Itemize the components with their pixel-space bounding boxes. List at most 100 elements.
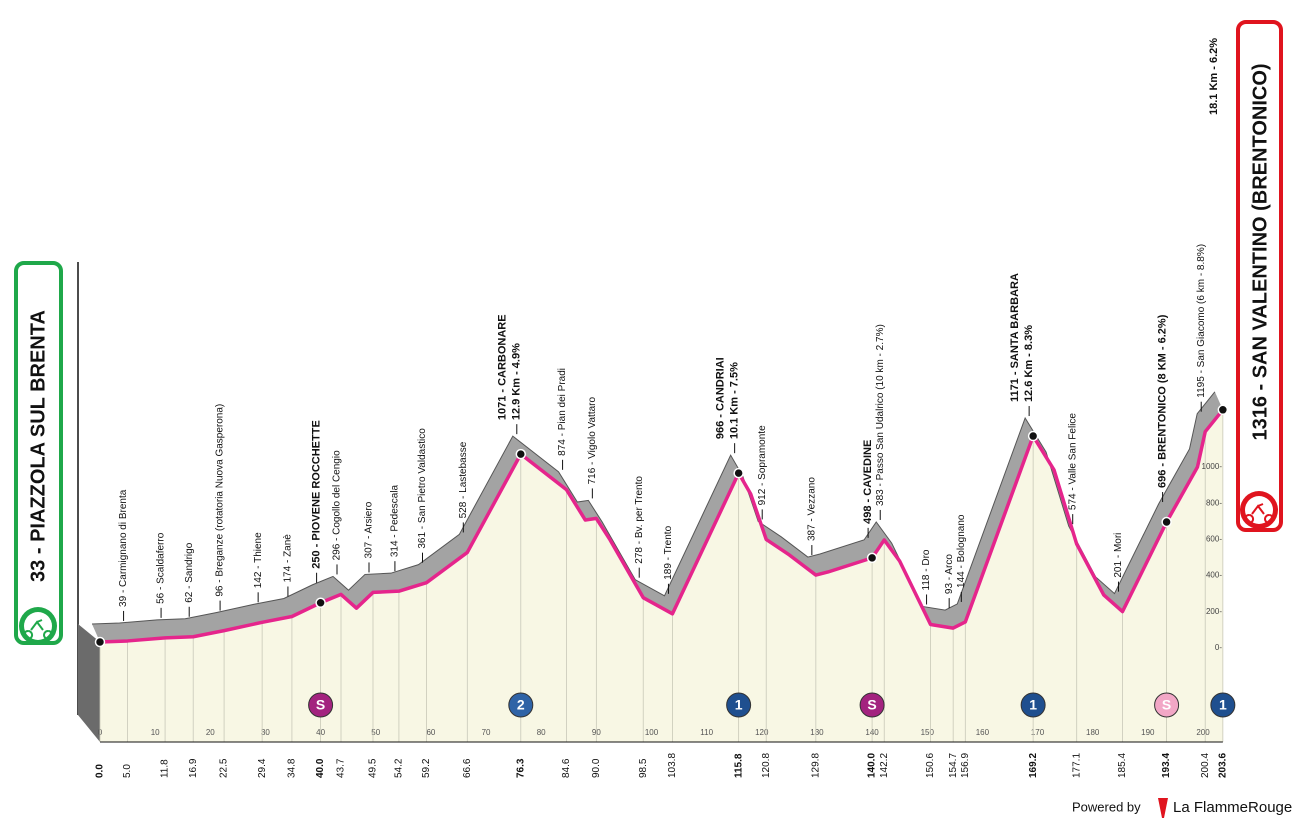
start-name: 33 - PIAZZOLA SUL BRENTA <box>27 310 49 582</box>
km-label: 40.0 <box>315 758 326 778</box>
x-tick-label: 50 <box>371 728 380 737</box>
km-label: 59.2 <box>421 758 432 778</box>
x-tick-label: 110 <box>700 728 713 737</box>
y-tick-label: 800- <box>1206 498 1222 507</box>
climb-icon-label: 1 <box>1029 697 1037 713</box>
km-label: 16.9 <box>188 758 199 778</box>
km-label: 140.0 <box>867 753 878 778</box>
km-label: 5.0 <box>122 764 133 778</box>
footer-brand: La FlammeRouge <box>1173 799 1292 816</box>
km-label: 98.5 <box>638 758 649 778</box>
km-label: 129.8 <box>810 753 821 778</box>
waypoint-dot <box>1027 430 1039 442</box>
waypoint-name: 96 - Breganze (rotatoria Nuova Gasperona… <box>215 404 226 597</box>
waypoint-name: 912 - Sopramonte <box>757 425 768 505</box>
waypoint-dot <box>1217 404 1229 416</box>
footer-flame <box>1158 798 1168 818</box>
km-label: 49.5 <box>368 758 379 778</box>
km-label: 115.8 <box>733 753 744 778</box>
waypoint-name: 296 - Cogollo del Cengio <box>332 450 343 561</box>
start-banner: 33 - PIAZZOLA SUL BRENTA <box>14 261 63 645</box>
waypoint-name: 307 - Arsiero <box>364 501 375 558</box>
footer-powered: Powered by <box>1072 799 1141 814</box>
x-tick-label: 80 <box>537 728 546 737</box>
climb-icon-label: S <box>1162 697 1171 713</box>
waypoint-dot <box>866 552 878 564</box>
y-tick-label: 200- <box>1206 607 1222 616</box>
climb-icon <box>308 692 334 718</box>
footer: Powered by La FlammeRouge <box>1072 798 1292 818</box>
climb-icon <box>726 692 752 718</box>
waypoint-name: 1195 - San Giacomo (6 km - 8.8%) <box>1196 244 1207 398</box>
waypoint-name: 383 - Passo San Udalrico (10 km - 2.7%) <box>875 324 886 506</box>
waypoint-name: 144 - Bolognano <box>956 514 967 588</box>
km-label: 203.6 <box>1217 753 1228 778</box>
waypoint-name: 1171 - SANTA BARBARA <box>1009 273 1021 402</box>
km-label: 185.4 <box>1117 753 1128 778</box>
x-tick-label: 190 <box>1141 728 1155 737</box>
km-label: 90.0 <box>591 758 602 778</box>
waypoint-name: 387 - Vezzano <box>806 477 817 541</box>
waypoint-name: 498 - CAVEDINE <box>862 440 874 524</box>
waypoint-climb: 12.9 Km - 4.9% <box>511 343 523 420</box>
km-label: 120.8 <box>761 753 772 778</box>
climb-icon-label: S <box>316 697 325 713</box>
km-label: 84.6 <box>561 758 572 778</box>
x-tick-label: 120 <box>755 728 769 737</box>
x-tick-label: 170 <box>1031 728 1045 737</box>
x-tick-label: 20 <box>206 728 215 737</box>
waypoint-name: 716 - Vigolo Vattaro <box>587 396 598 484</box>
waypoint-name: 574 - Valle San Felice <box>1067 413 1078 511</box>
start-bike <box>23 619 54 640</box>
waypoint-name: 189 - Trento <box>663 525 674 579</box>
x-tick-label: 70 <box>482 728 491 737</box>
x-tick-label: 60 <box>426 728 435 737</box>
x-tick-label: 130 <box>810 728 824 737</box>
km-label: 193.4 <box>1161 753 1172 778</box>
waypoint-name: 118 - Dro <box>921 549 932 590</box>
y-tick-label: 0- <box>1215 643 1222 652</box>
finish-frame <box>1236 20 1283 532</box>
km-label: 156.9 <box>960 753 971 778</box>
climb-icon-label: S <box>867 697 876 713</box>
km-label: 142.2 <box>879 753 890 778</box>
km-label: 150.6 <box>925 753 936 778</box>
waypoint-name: 250 - PIOVENE ROCCHETTE <box>311 420 323 569</box>
climb-icon-label: 1 <box>1219 697 1227 713</box>
km-label: 54.2 <box>394 758 405 778</box>
km-label: 0.0 <box>95 764 106 778</box>
profile-side <box>78 624 100 742</box>
y-tick-label: 1000- <box>1202 462 1223 471</box>
climb-icon <box>1020 692 1046 718</box>
x-tick-label: 160 <box>976 728 990 737</box>
km-label: 177.1 <box>1071 753 1082 778</box>
waypoint-name: 56 - Scaldaferro <box>156 532 167 604</box>
waypoint-name: 966 - CANDRIAI <box>715 357 727 439</box>
waypoint-name: 39 - Carmignano di Brenta <box>118 489 129 607</box>
km-label: 11.8 <box>160 759 171 778</box>
waypoint-name: 314 - Pedescala <box>390 484 401 557</box>
waypoint-name: 696 - BRENTONICO (8 KM - 6.2%) <box>1157 314 1169 488</box>
climb-icon-label: 2 <box>517 697 525 713</box>
waypoint-dot <box>94 636 106 648</box>
km-label: 200.4 <box>1200 753 1211 778</box>
waypoint-name: 201 - Mori <box>1113 533 1124 578</box>
km-label: 154.7 <box>948 753 959 778</box>
waypoint-name: 874 - Pian dei Pradi <box>557 368 568 456</box>
km-label: 76.3 <box>515 758 526 778</box>
km-label: 169.2 <box>1028 753 1039 778</box>
waypoint-dot <box>1161 516 1172 528</box>
km-label: 22.5 <box>219 758 230 778</box>
waypoint-climb: 10.1 Km - 7.5% <box>729 362 741 439</box>
km-label: 103.8 <box>667 753 678 778</box>
waypoint-dot <box>733 467 744 479</box>
waypoint-name: 361 - San Pietro Valdastico <box>417 428 428 549</box>
finish-name: 1316 - SAN VALENTINO (BRENTONICO) <box>1249 63 1271 440</box>
km-label: 66.6 <box>462 758 473 778</box>
x-tick-label: 200 <box>1196 728 1210 737</box>
km-label: 34.8 <box>287 758 298 778</box>
start-icon-inner <box>24 612 52 640</box>
km-label: 29.4 <box>257 758 268 778</box>
waypoint-name: 1071 - CARBONARE <box>497 314 509 420</box>
waypoint-dot <box>515 448 527 460</box>
